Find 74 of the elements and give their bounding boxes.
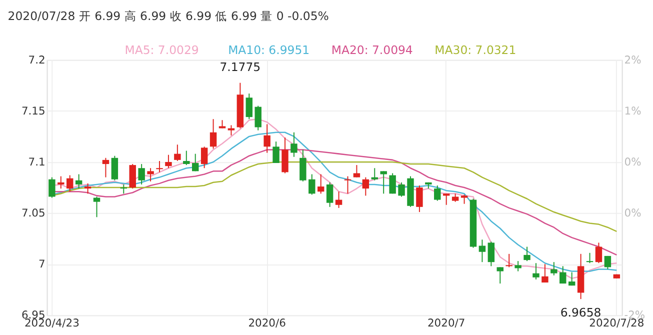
- candlestick: [344, 176, 352, 194]
- candlestick: [183, 150, 190, 166]
- x-tick-label: 2020/6: [248, 316, 286, 330]
- candlestick: [111, 155, 118, 181]
- candlestick: [460, 194, 468, 204]
- candlestick: [156, 160, 163, 173]
- y2-tick-label: 0%: [624, 206, 642, 220]
- candlestick: [586, 252, 594, 264]
- candlestick: [165, 154, 172, 169]
- candlestick: [560, 266, 566, 284]
- candlestick: [416, 184, 423, 213]
- y2-tick-label: 2%: [624, 53, 642, 66]
- candlestick: [317, 174, 324, 194]
- text: MA30: 7.0321: [434, 42, 516, 57]
- candlestick: [129, 164, 136, 190]
- candlestick: [524, 246, 530, 262]
- candlestick: [210, 118, 217, 150]
- candlestick: [58, 176, 64, 190]
- candlestick: [506, 253, 512, 268]
- candlestick: [496, 266, 504, 284]
- candlestick: [254, 105, 262, 131]
- y-tick-label: 7.1: [28, 155, 46, 168]
- candlestick: [568, 272, 576, 286]
- candlestick: [514, 260, 522, 272]
- candlestick: [478, 239, 486, 263]
- candlestick: [147, 168, 154, 182]
- annotation: 6.9658: [560, 306, 602, 320]
- candlestick: [138, 164, 145, 185]
- y2-tick-label: 1%: [624, 104, 642, 118]
- candlestick: [398, 182, 405, 198]
- candlestick: [434, 184, 441, 202]
- candlestick: [246, 93, 252, 120]
- text: MA10: 6.9951: [228, 42, 310, 57]
- candlestick: [84, 182, 92, 194]
- candlestick: [371, 168, 378, 181]
- candlestick: [282, 136, 288, 174]
- candlestick: [300, 149, 306, 182]
- candlestick: [442, 193, 450, 206]
- candlestick: [102, 157, 110, 178]
- text: MA20: 7.0094: [331, 42, 413, 57]
- x-tick-label: 2020/7: [427, 316, 466, 330]
- candlestick: [192, 153, 199, 172]
- candlestick: [542, 264, 548, 283]
- candlestick: [362, 176, 370, 196]
- y-tick-label: 7.05: [21, 206, 46, 220]
- candlestick: [380, 170, 387, 194]
- y-tick-label: 7: [38, 258, 46, 271]
- candlestick: [228, 124, 235, 136]
- candlestick: [488, 241, 495, 267]
- text: MA5: 7.0029: [124, 42, 199, 57]
- candlestick: [308, 174, 316, 196]
- candlestick: [326, 182, 334, 208]
- candlestick: [595, 242, 602, 264]
- candlestick: [48, 176, 56, 198]
- chart-title: 2020/07/28 开 6.99 高 6.99 收 6.99 低 6.99 量 0 -0.05%: [8, 8, 329, 23]
- candlestick: [353, 164, 360, 178]
- candlestick: [389, 172, 396, 194]
- y2-tick-label: 0%: [624, 155, 642, 168]
- candlestick: [272, 141, 280, 164]
- candlestick: [335, 191, 342, 208]
- candlestick: [120, 184, 128, 194]
- annotation: 7.1775: [220, 60, 261, 74]
- candlestick: [174, 144, 181, 162]
- candlestick: [75, 174, 82, 190]
- y-tick-label: 7.15: [21, 104, 46, 118]
- candlestick: [264, 124, 270, 154]
- candlestick: [550, 262, 558, 276]
- candlestick: [93, 196, 100, 218]
- candlestick: [604, 255, 612, 270]
- candlestick: [532, 262, 540, 280]
- candlestick: [290, 132, 298, 158]
- y-tick-label: 7.2: [28, 53, 46, 66]
- candlestick: [66, 174, 74, 192]
- candlestick: [200, 146, 208, 169]
